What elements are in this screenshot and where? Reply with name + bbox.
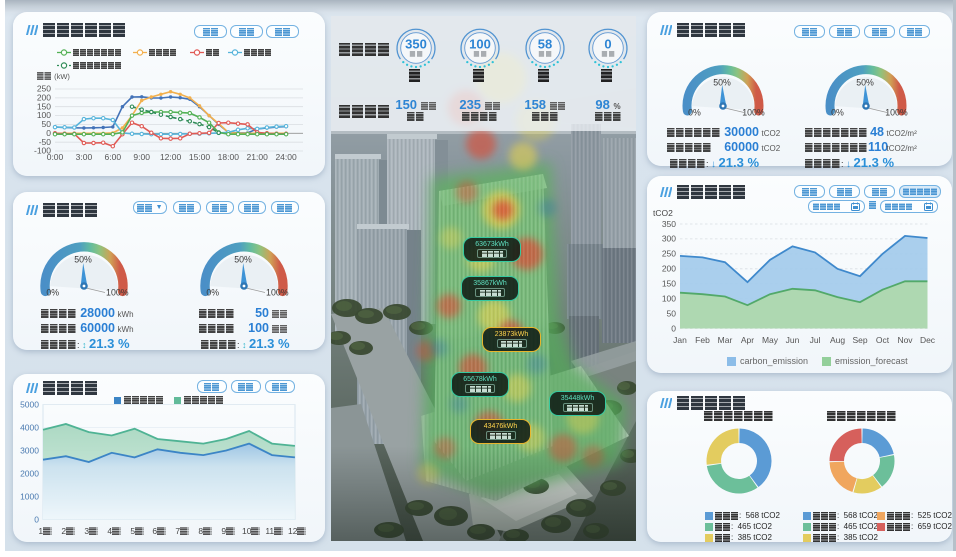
svg-text:Oct: Oct [876, 335, 890, 345]
svg-text:0: 0 [671, 323, 676, 333]
svg-text:-100: -100 [34, 146, 51, 156]
svg-text:50%: 50% [713, 78, 731, 88]
svg-text:4000: 4000 [20, 422, 39, 432]
svg-text:250: 250 [662, 249, 676, 259]
svg-text:12:00: 12:00 [160, 152, 182, 162]
svg-text:3:00: 3:00 [76, 152, 93, 162]
svg-text:100%: 100% [885, 108, 908, 118]
svg-text:5000: 5000 [20, 399, 39, 409]
svg-text:0:00: 0:00 [47, 152, 64, 162]
svg-text:21:00: 21:00 [247, 152, 269, 162]
svg-text:100%: 100% [742, 108, 765, 118]
svg-text:15:00: 15:00 [189, 152, 211, 162]
svg-text:24:00: 24:00 [275, 152, 297, 162]
svg-text:350: 350 [662, 219, 676, 229]
svg-text:Nov: Nov [897, 335, 913, 345]
svg-text:50: 50 [42, 119, 52, 129]
svg-text:Feb: Feb [695, 335, 710, 345]
svg-text:6:00: 6:00 [105, 152, 122, 162]
svg-text:0: 0 [46, 128, 51, 138]
svg-text:100: 100 [662, 293, 676, 303]
svg-text:100%: 100% [266, 288, 289, 298]
svg-text:0%: 0% [46, 288, 59, 298]
svg-text:9:00: 9:00 [133, 152, 150, 162]
svg-text:50%: 50% [74, 255, 92, 265]
svg-text:0%: 0% [831, 108, 844, 118]
svg-text:100: 100 [37, 110, 51, 120]
svg-text:100: 100 [469, 37, 491, 52]
svg-text:3000: 3000 [20, 445, 39, 455]
svg-text:200: 200 [37, 93, 51, 103]
svg-text:-50: -50 [39, 137, 52, 147]
svg-text:0: 0 [604, 37, 611, 52]
svg-text:Jun: Jun [786, 335, 800, 345]
svg-text:300: 300 [662, 234, 676, 244]
svg-text:58: 58 [538, 37, 552, 52]
svg-text:Jan: Jan [673, 335, 687, 345]
svg-text:150: 150 [662, 279, 676, 289]
svg-text:200: 200 [662, 264, 676, 274]
svg-text:Jul: Jul [810, 335, 821, 345]
svg-text:100%: 100% [106, 288, 129, 298]
svg-text:Sep: Sep [852, 335, 867, 345]
svg-text:May: May [762, 335, 779, 345]
svg-text:0%: 0% [206, 288, 219, 298]
svg-text:50%: 50% [856, 78, 874, 88]
svg-text:50%: 50% [234, 255, 252, 265]
svg-text:50: 50 [667, 308, 677, 318]
svg-text:0%: 0% [688, 108, 701, 118]
svg-text:Dec: Dec [920, 335, 936, 345]
svg-text:2000: 2000 [20, 468, 39, 478]
svg-text:Aug: Aug [830, 335, 845, 345]
svg-text:0: 0 [34, 514, 39, 524]
svg-text:Mar: Mar [718, 335, 733, 345]
svg-text:250: 250 [37, 84, 51, 94]
svg-text:18:00: 18:00 [218, 152, 240, 162]
svg-text:Apr: Apr [741, 335, 754, 345]
svg-text:150: 150 [37, 101, 51, 111]
svg-text:350: 350 [405, 37, 427, 52]
svg-text:1000: 1000 [20, 491, 39, 501]
